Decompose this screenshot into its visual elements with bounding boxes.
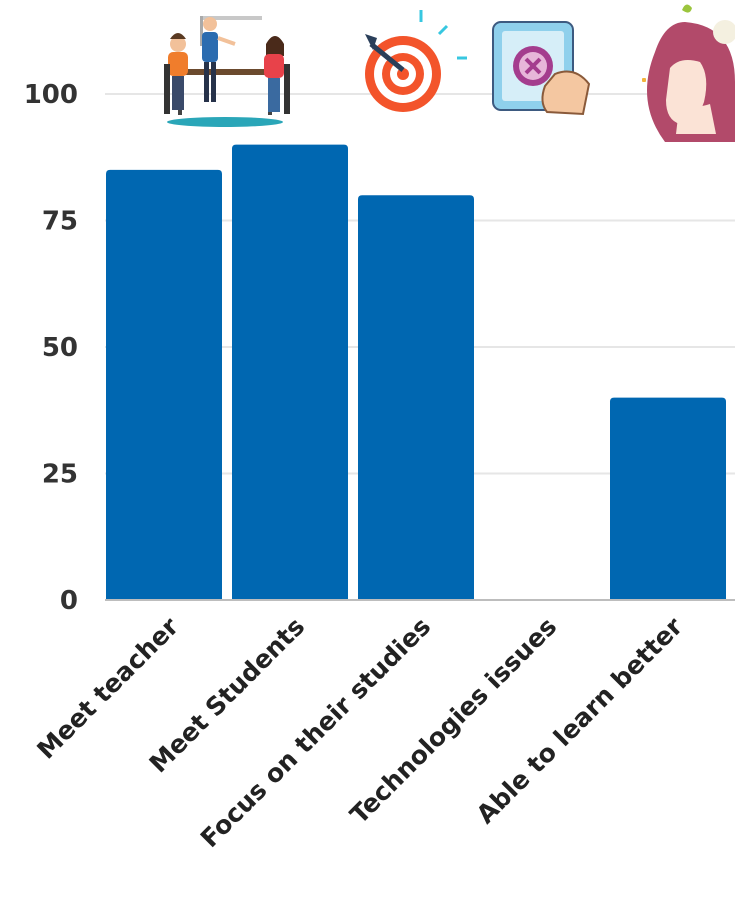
target-arrow-icon	[365, 10, 467, 112]
y-tick-label: 25	[42, 460, 78, 490]
bar	[610, 397, 726, 600]
thinking-woman-icon	[642, 4, 735, 142]
meeting-people-icon	[164, 16, 290, 127]
bar	[106, 169, 222, 600]
x-category-label: Able to learn better	[471, 611, 689, 829]
y-axis-ticks: 0 25 50 75 100	[24, 80, 78, 616]
bar	[358, 195, 474, 600]
bar	[232, 144, 348, 600]
y-tick-label: 100	[24, 80, 78, 110]
x-category-label: Focus on their studies	[195, 612, 436, 853]
bars	[106, 144, 726, 600]
x-category-label: Technologies issues	[344, 612, 562, 830]
y-tick-label: 75	[42, 207, 78, 237]
y-tick-label: 0	[60, 586, 78, 616]
y-tick-label: 50	[42, 333, 78, 363]
tablet-cancel-icon	[492, 21, 591, 116]
